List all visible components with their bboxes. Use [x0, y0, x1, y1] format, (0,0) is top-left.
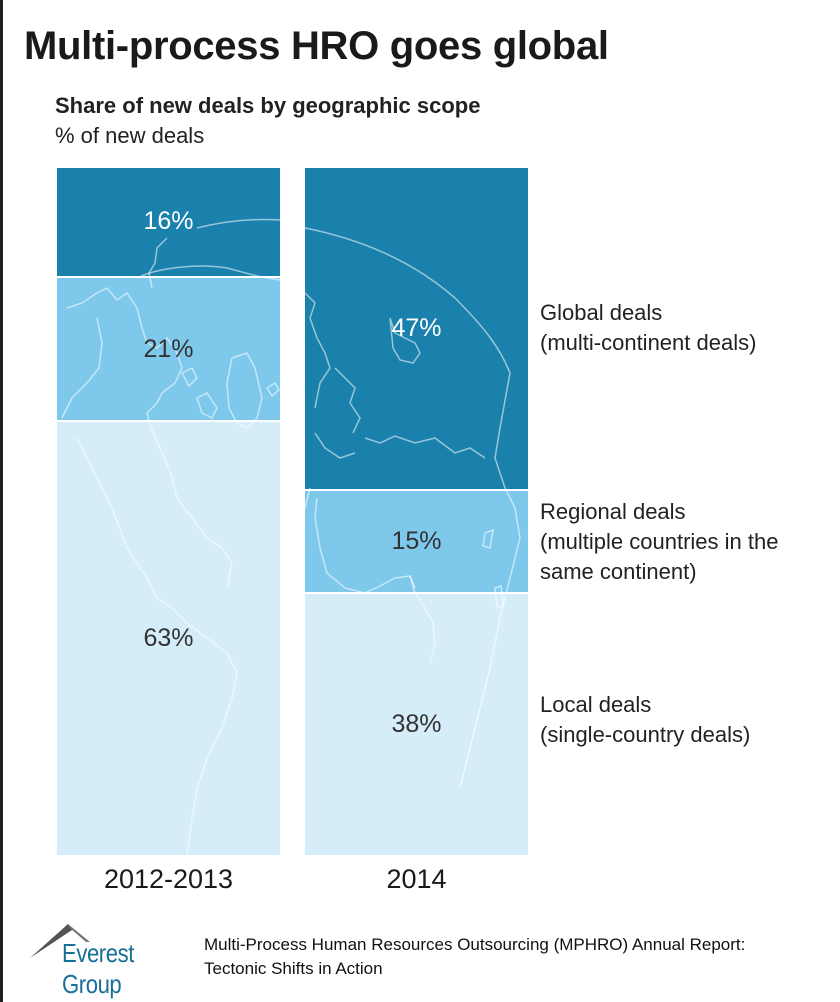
chart-title: Multi-process HRO goes global — [24, 24, 609, 68]
mountain-peak-icon — [30, 924, 90, 958]
legend-regional-title: Regional deals — [540, 499, 686, 524]
value-label: 47% — [391, 313, 442, 342]
legend-regional-desc-2: same continent) — [540, 559, 697, 584]
x-axis-label-2014: 2014 — [386, 864, 447, 894]
legend-local: Local deals (single-country deals) — [540, 690, 750, 750]
legend-regional: Regional deals (multiple countries in th… — [540, 497, 778, 587]
legend-local-desc: (single-country deals) — [540, 722, 751, 747]
legend-global-title: Global deals — [540, 300, 663, 325]
chart-subtitle: Share of new deals by geographic scope — [55, 93, 481, 118]
legend-local-title: Local deals — [540, 692, 652, 717]
source-line-2: Tectonic Shifts in Action — [204, 959, 383, 978]
left-border-rule — [0, 0, 3, 1002]
segment-local: 63% — [57, 422, 280, 855]
x-axis-label-2012-2013: 2012-2013 — [103, 864, 234, 894]
legend-global: Global deals (multi-continent deals) — [540, 298, 756, 358]
segment-local: 38% — [305, 593, 528, 855]
bar-2014: 47% 15% 38% — [305, 168, 528, 855]
value-label: 21% — [143, 334, 194, 363]
segment-regional: 15% — [305, 490, 528, 592]
value-label: 63% — [143, 624, 194, 653]
segment-regional: 21% — [57, 277, 280, 421]
segment-global: 16% — [57, 168, 280, 276]
segment-global: 47% — [305, 168, 528, 489]
source-line-1: Multi-Process Human Resources Outsourcin… — [204, 935, 746, 954]
bar-2012-2013: 16% 21% 63% — [57, 168, 280, 855]
legend-regional-desc: (multiple countries in the — [540, 529, 779, 554]
value-label: 15% — [391, 526, 442, 555]
value-label: 16% — [143, 207, 194, 236]
legend-global-desc: (multi-continent deals) — [540, 330, 757, 355]
everest-group-logo: Everest Group — [28, 920, 203, 999]
source-citation: Multi-Process Human Resources Outsourcin… — [204, 933, 745, 981]
value-label: 38% — [391, 709, 442, 738]
logo-text: Everest Group — [62, 938, 134, 999]
unit-label: % of new deals — [55, 123, 205, 148]
